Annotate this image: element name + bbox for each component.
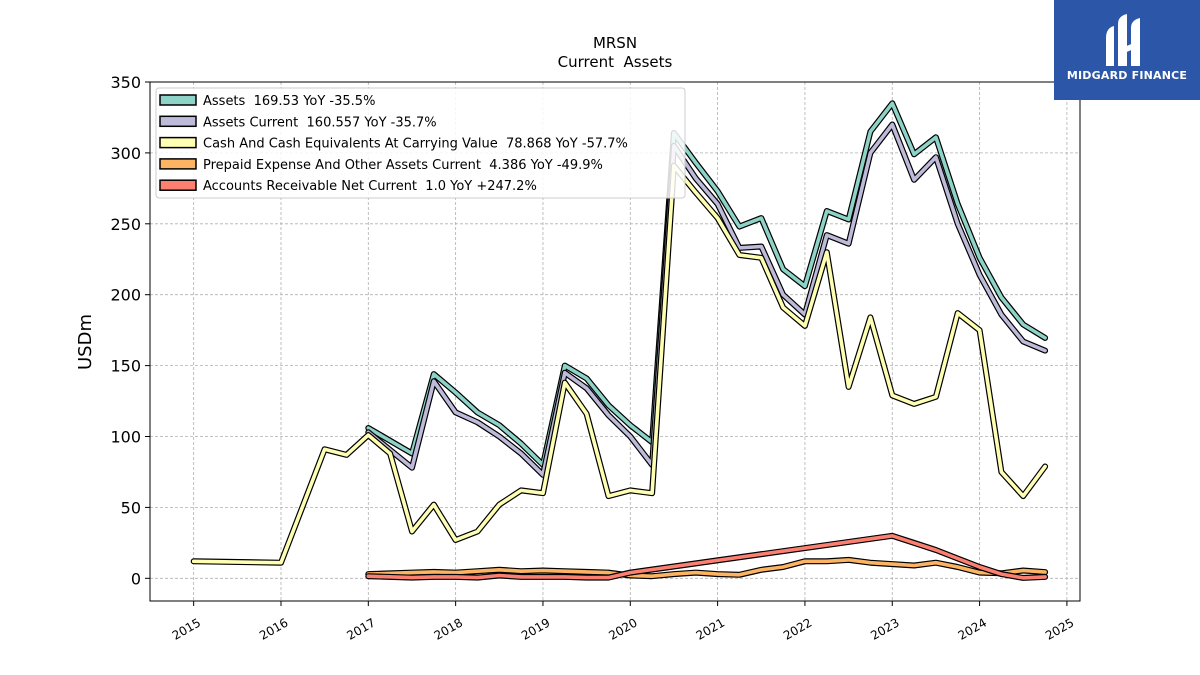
legend-swatch <box>159 115 197 128</box>
y-tick-label: 0 <box>131 569 141 588</box>
series-line-4 <box>366 533 1047 580</box>
brand-logo: MIDGARD FINANCE <box>1054 0 1200 100</box>
y-tick-label: 150 <box>110 357 141 376</box>
midgard-logo-icon <box>1106 14 1140 66</box>
legend-swatch <box>159 158 197 170</box>
x-tick-label: 2020 <box>606 615 639 642</box>
legend: Assets 169.53 YoY -35.5% Assets Current 1… <box>155 87 686 199</box>
x-tick-label: 2021 <box>694 615 727 642</box>
series-line-2 <box>191 163 1047 565</box>
legend-swatch <box>159 136 197 149</box>
x-tick-label: 2015 <box>170 615 203 642</box>
brand-name: MIDGARD FINANCE <box>1066 69 1188 82</box>
x-tick-label: 2023 <box>868 615 901 642</box>
legend-label: Accounts Receivable Net Current 1.0 YoY … <box>203 179 537 194</box>
legend-box <box>155 87 686 199</box>
y-tick-label: 200 <box>110 286 141 305</box>
x-tick-label: 2025 <box>1043 615 1076 642</box>
x-tick-label: 2016 <box>257 615 290 642</box>
legend-swatch <box>159 94 197 106</box>
x-tick-label: 2022 <box>781 615 814 642</box>
y-tick-label: 50 <box>121 498 141 517</box>
y-tick-label: 100 <box>110 428 141 447</box>
x-tick-label: 2018 <box>432 615 465 642</box>
legend-label: Cash And Cash Equivalents At Carrying Va… <box>203 137 628 152</box>
legend-label: Prepaid Expense And Other Assets Current… <box>203 158 603 173</box>
legend-swatch <box>159 179 197 191</box>
x-tick-label: 2024 <box>956 615 989 642</box>
series-line-3 <box>366 558 1047 579</box>
series-line-0 <box>366 101 1047 467</box>
legend-label: Assets Current 160.557 YoY -35.7% <box>203 115 437 130</box>
chart-title: MRSN <box>593 34 637 52</box>
series-line-1 <box>366 122 1047 477</box>
series-outline-2 <box>190 162 1049 566</box>
y-tick-label: 250 <box>110 215 141 234</box>
plot-frame <box>149 81 1081 602</box>
chart-subtitle: Current Assets <box>558 53 673 71</box>
x-tick-label: 2019 <box>519 615 552 642</box>
legend-label: Assets 169.53 YoY -35.5% <box>203 94 375 109</box>
y-tick-label: 350 <box>110 73 141 92</box>
series-lines <box>190 100 1049 581</box>
y-tick-label: 300 <box>110 144 141 163</box>
y-axis-label: USDm <box>75 314 96 370</box>
x-tick-label: 2017 <box>344 615 377 642</box>
